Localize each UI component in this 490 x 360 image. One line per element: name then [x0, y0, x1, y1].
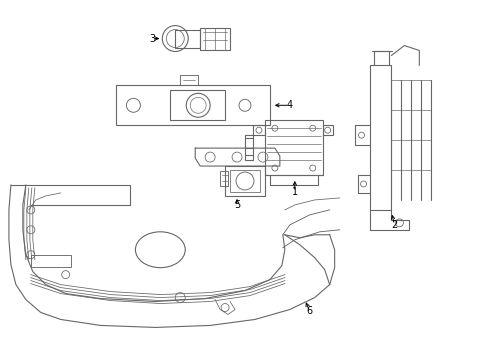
- Text: 3: 3: [149, 33, 155, 44]
- Text: 4: 4: [287, 100, 293, 110]
- Bar: [171, 90, 225, 120]
- Bar: [31, 255, 71, 267]
- Bar: [230, 170, 260, 192]
- Bar: [270, 175, 318, 185]
- Bar: [220, 171, 228, 186]
- Bar: [253, 125, 265, 135]
- Bar: [323, 125, 333, 135]
- Text: 1: 1: [292, 187, 298, 197]
- Bar: [200, 28, 230, 50]
- Bar: [369, 66, 392, 210]
- Text: 5: 5: [234, 200, 240, 210]
- Bar: [116, 85, 270, 125]
- Bar: [175, 30, 200, 48]
- Bar: [265, 120, 323, 175]
- Text: 2: 2: [392, 220, 397, 230]
- Text: 6: 6: [307, 306, 313, 316]
- Bar: [180, 75, 198, 85]
- Bar: [225, 166, 265, 196]
- Bar: [245, 135, 253, 160]
